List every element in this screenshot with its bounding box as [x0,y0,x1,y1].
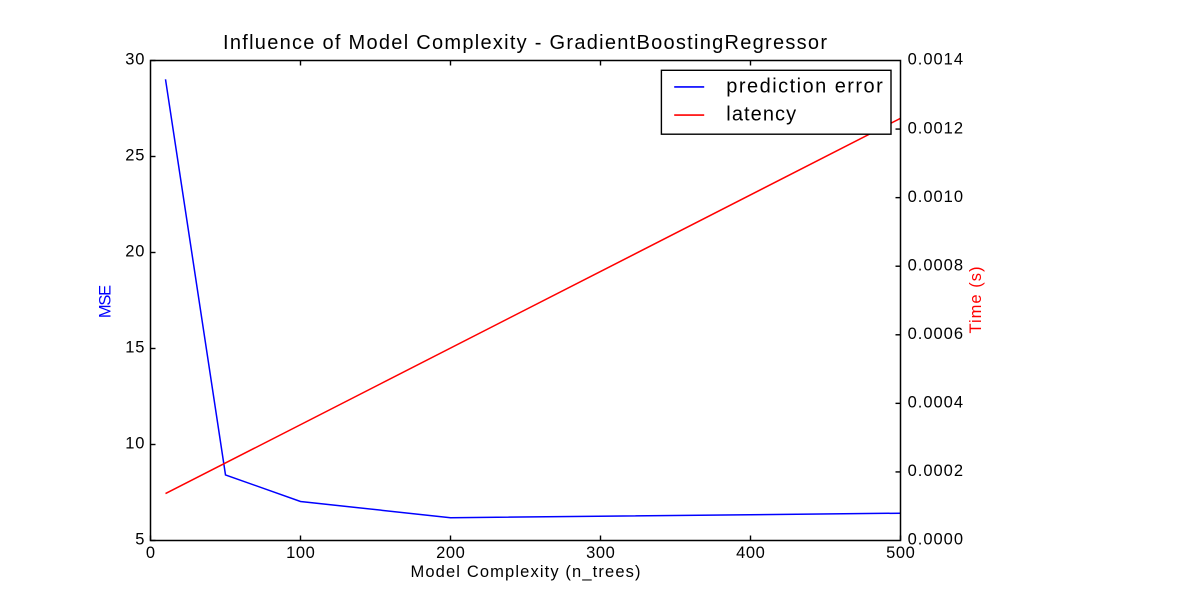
svg-text:0: 0 [146,544,155,562]
svg-text:Influence of Model Complexity: Influence of Model Complexity - Gradient… [223,32,827,54]
svg-text:500: 500 [886,544,915,562]
svg-text:200: 200 [436,544,465,562]
svg-text:30: 30 [125,51,144,69]
svg-text:15: 15 [125,339,144,357]
svg-text:latency: latency [726,104,796,126]
svg-text:0.0006: 0.0006 [908,325,963,343]
svg-text:0.0010: 0.0010 [908,188,963,206]
svg-text:prediction error: prediction error [726,76,883,98]
svg-text:Time (s): Time (s) [967,267,985,334]
svg-text:5: 5 [135,531,144,549]
svg-text:400: 400 [736,544,765,562]
svg-text:0.0008: 0.0008 [908,256,963,274]
svg-text:0.0012: 0.0012 [908,119,963,137]
svg-text:300: 300 [586,544,615,562]
svg-text:MSE: MSE [97,285,115,318]
svg-text:25: 25 [125,147,144,165]
svg-text:0.0002: 0.0002 [908,462,963,480]
svg-text:100: 100 [286,544,315,562]
svg-text:10: 10 [125,435,144,453]
svg-text:0.0014: 0.0014 [908,51,963,69]
svg-text:0.0004: 0.0004 [908,394,963,412]
svg-text:0.0000: 0.0000 [908,531,963,549]
svg-text:20: 20 [125,243,144,261]
svg-text:Model Complexity (n_trees): Model Complexity (n_trees) [411,563,641,581]
